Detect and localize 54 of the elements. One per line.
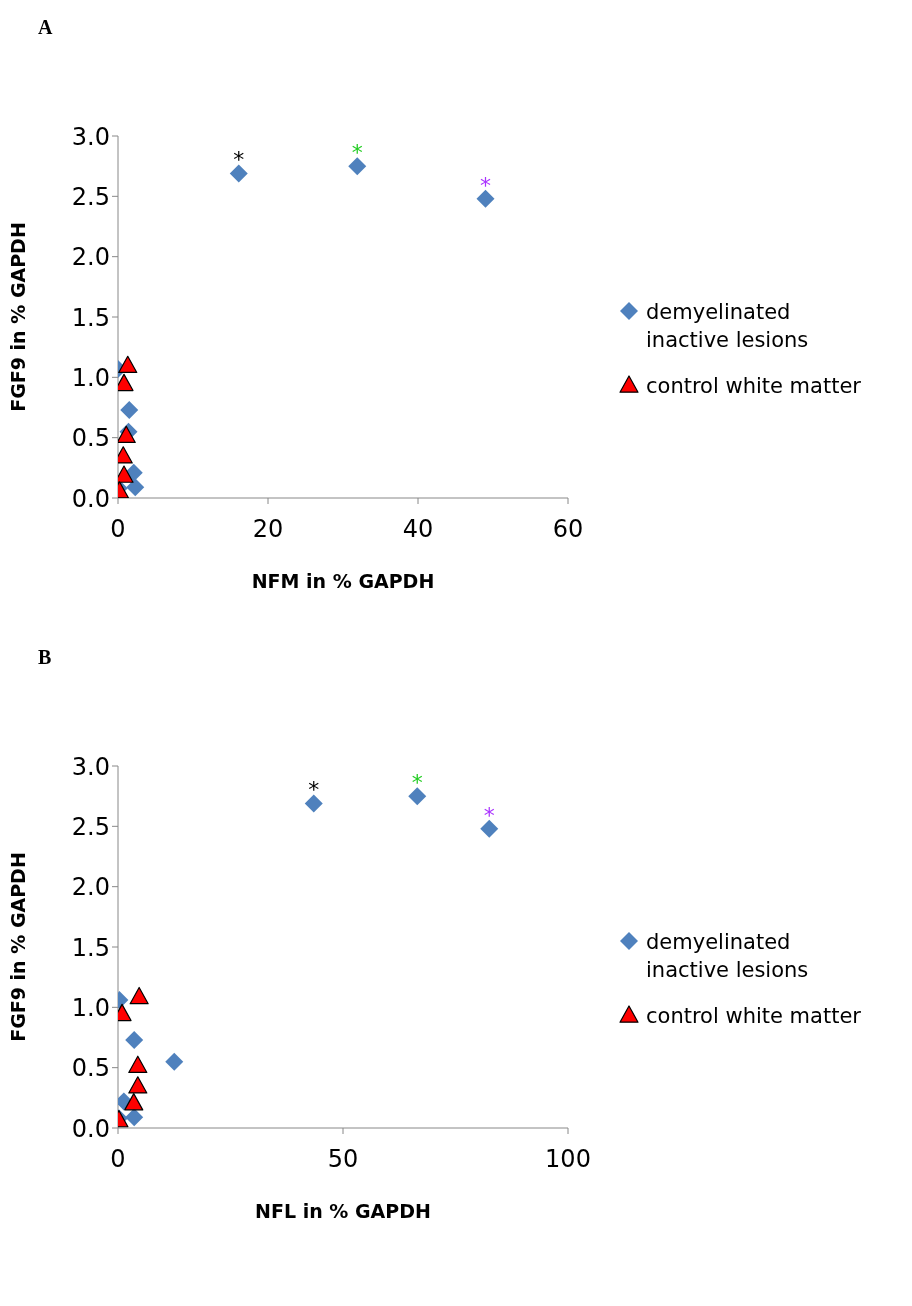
y-tick-label: 1.0 xyxy=(71,993,110,1022)
x-tick-label: 50 xyxy=(327,1145,359,1174)
x-tick-label: 60 xyxy=(552,515,584,544)
annotation: * xyxy=(308,777,320,803)
y-axis-title: FGF9 in % GAPDH xyxy=(6,222,29,412)
x-axis-title: NFL in % GAPDH xyxy=(255,1200,431,1222)
point xyxy=(124,1093,144,1111)
y-axis-title: FGF9 in % GAPDH xyxy=(6,852,29,1042)
x-tick-label: 40 xyxy=(402,515,434,544)
point xyxy=(128,1076,148,1094)
annotation: * xyxy=(480,172,491,198)
y-tick-label: 1.0 xyxy=(71,363,110,392)
point xyxy=(128,1055,148,1074)
y-tick-label: 0.5 xyxy=(71,1054,110,1083)
point xyxy=(129,986,149,1005)
point xyxy=(120,400,139,419)
chart-title: B xyxy=(38,646,52,669)
annotation: * xyxy=(483,802,495,828)
point xyxy=(118,465,134,483)
y-tick-label: 0.0 xyxy=(71,484,110,513)
point xyxy=(408,787,427,806)
y-tick-label: 3.0 xyxy=(71,122,110,151)
point xyxy=(165,1052,184,1071)
y-tick-label: 2.0 xyxy=(71,243,110,272)
point xyxy=(348,157,367,176)
point xyxy=(476,189,495,208)
point xyxy=(229,164,248,183)
x-tick-label: 0 xyxy=(110,515,126,544)
x-tick-label: 0 xyxy=(110,1145,126,1174)
annotation: * xyxy=(233,147,245,173)
point xyxy=(125,1030,144,1049)
y-tick-label: 2.5 xyxy=(71,182,110,211)
point xyxy=(304,794,323,813)
y-tick-label: 1.5 xyxy=(71,933,110,962)
y-tick-label: 1.5 xyxy=(71,303,110,332)
chart-title: A xyxy=(38,16,53,39)
legend-label: control white matter xyxy=(646,373,862,400)
y-tick-label: 2.5 xyxy=(71,812,110,841)
y-tick-label: 2.0 xyxy=(71,873,110,902)
annotation: * xyxy=(351,140,363,166)
point xyxy=(118,373,134,392)
legend-label: demyelinated inactive lesions xyxy=(646,299,810,354)
point xyxy=(125,1108,144,1127)
y-tick-label: 0.0 xyxy=(71,1114,110,1143)
point xyxy=(126,478,145,497)
x-axis-title: NFM in % GAPDH xyxy=(251,570,435,592)
legend-label: control white matter xyxy=(646,1003,862,1030)
legend-label: demyelinated inactive lesions xyxy=(646,929,810,984)
annotation: * xyxy=(411,770,423,796)
x-tick-label: 100 xyxy=(545,1145,591,1174)
y-tick-label: 3.0 xyxy=(71,752,110,781)
point xyxy=(480,819,499,838)
y-tick-label: 0.5 xyxy=(71,424,110,453)
x-tick-label: 20 xyxy=(252,515,284,544)
